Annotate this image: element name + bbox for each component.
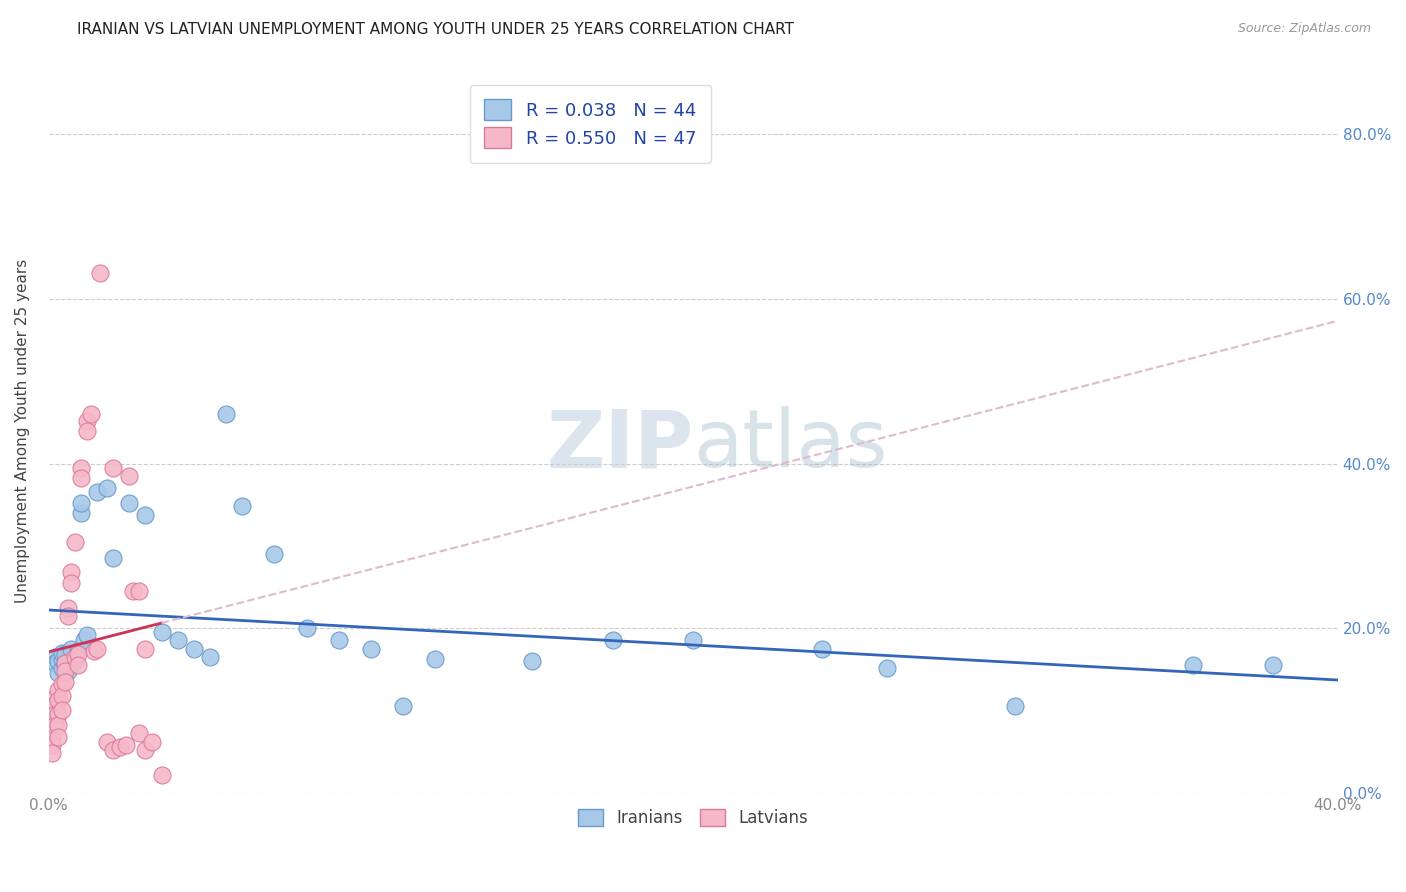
Point	[63, 649, 86, 664]
Point	[86, 485, 108, 500]
Point	[876, 660, 898, 674]
Point	[44, 718, 66, 732]
Point	[63, 534, 86, 549]
Point	[51, 677, 73, 691]
Legend: Iranians, Latvians: Iranians, Latvians	[569, 800, 817, 835]
Point	[56, 600, 79, 615]
Point	[44, 691, 66, 706]
Point	[66, 644, 89, 658]
Point	[103, 551, 125, 566]
Point	[150, 767, 173, 781]
Point	[134, 641, 156, 656]
Point	[76, 424, 98, 438]
Point	[811, 641, 834, 656]
Point	[89, 266, 111, 280]
Point	[118, 468, 141, 483]
Text: IRANIAN VS LATVIAN UNEMPLOYMENT AMONG YOUTH UNDER 25 YEARS CORRELATION CHART: IRANIAN VS LATVIAN UNEMPLOYMENT AMONG YO…	[77, 22, 794, 37]
Point	[103, 460, 125, 475]
Point	[51, 660, 73, 674]
Point	[66, 658, 89, 673]
Point	[328, 633, 350, 648]
Point	[83, 644, 105, 658]
Point	[86, 641, 108, 656]
Point	[103, 743, 125, 757]
Point	[1181, 658, 1204, 673]
Point	[263, 547, 285, 561]
Point	[134, 743, 156, 757]
Point	[41, 738, 63, 752]
Point	[520, 654, 543, 668]
Point	[56, 608, 79, 623]
Point	[425, 652, 447, 666]
Point	[44, 707, 66, 722]
Point	[41, 730, 63, 744]
Point	[53, 648, 76, 662]
Point	[44, 656, 66, 670]
Point	[51, 652, 73, 666]
Point	[63, 654, 86, 668]
Point	[108, 740, 131, 755]
Point	[1004, 699, 1026, 714]
Point	[48, 707, 70, 722]
Point	[96, 734, 118, 748]
Point	[70, 506, 93, 520]
Point	[141, 734, 163, 748]
Point	[41, 746, 63, 760]
Point	[53, 674, 76, 689]
Point	[53, 664, 76, 678]
Point	[56, 658, 79, 673]
Point	[76, 628, 98, 642]
Y-axis label: Unemployment Among Youth under 25 years: Unemployment Among Youth under 25 years	[15, 259, 30, 603]
Point	[60, 575, 83, 590]
Text: Source: ZipAtlas.com: Source: ZipAtlas.com	[1237, 22, 1371, 36]
Point	[70, 460, 93, 475]
Point	[360, 641, 382, 656]
Point	[115, 738, 138, 752]
Point	[48, 730, 70, 744]
Point	[53, 656, 76, 670]
Point	[56, 664, 79, 678]
Point	[118, 496, 141, 510]
Text: atlas: atlas	[693, 406, 887, 484]
Point	[183, 641, 205, 656]
Point	[70, 496, 93, 510]
Point	[60, 641, 83, 656]
Point	[295, 621, 318, 635]
Point	[53, 658, 76, 673]
Point	[66, 648, 89, 662]
Point	[682, 633, 704, 648]
Point	[76, 414, 98, 428]
Point	[128, 584, 150, 599]
Point	[51, 689, 73, 703]
Point	[1263, 658, 1285, 673]
Text: ZIP: ZIP	[546, 406, 693, 484]
Point	[96, 481, 118, 495]
Point	[51, 703, 73, 717]
Point	[166, 633, 188, 648]
Point	[121, 584, 143, 599]
Point	[70, 471, 93, 485]
Point	[215, 407, 238, 421]
Point	[150, 625, 173, 640]
Point	[51, 646, 73, 660]
Point	[602, 633, 624, 648]
Point	[48, 718, 70, 732]
Point	[231, 500, 253, 514]
Point	[53, 656, 76, 670]
Point	[198, 649, 221, 664]
Point	[44, 649, 66, 664]
Point	[392, 699, 415, 714]
Point	[48, 666, 70, 681]
Point	[60, 565, 83, 579]
Point	[48, 693, 70, 707]
Point	[44, 697, 66, 711]
Point	[73, 633, 96, 648]
Point	[48, 654, 70, 668]
Point	[134, 508, 156, 522]
Point	[128, 726, 150, 740]
Point	[48, 682, 70, 697]
Point	[79, 407, 101, 421]
